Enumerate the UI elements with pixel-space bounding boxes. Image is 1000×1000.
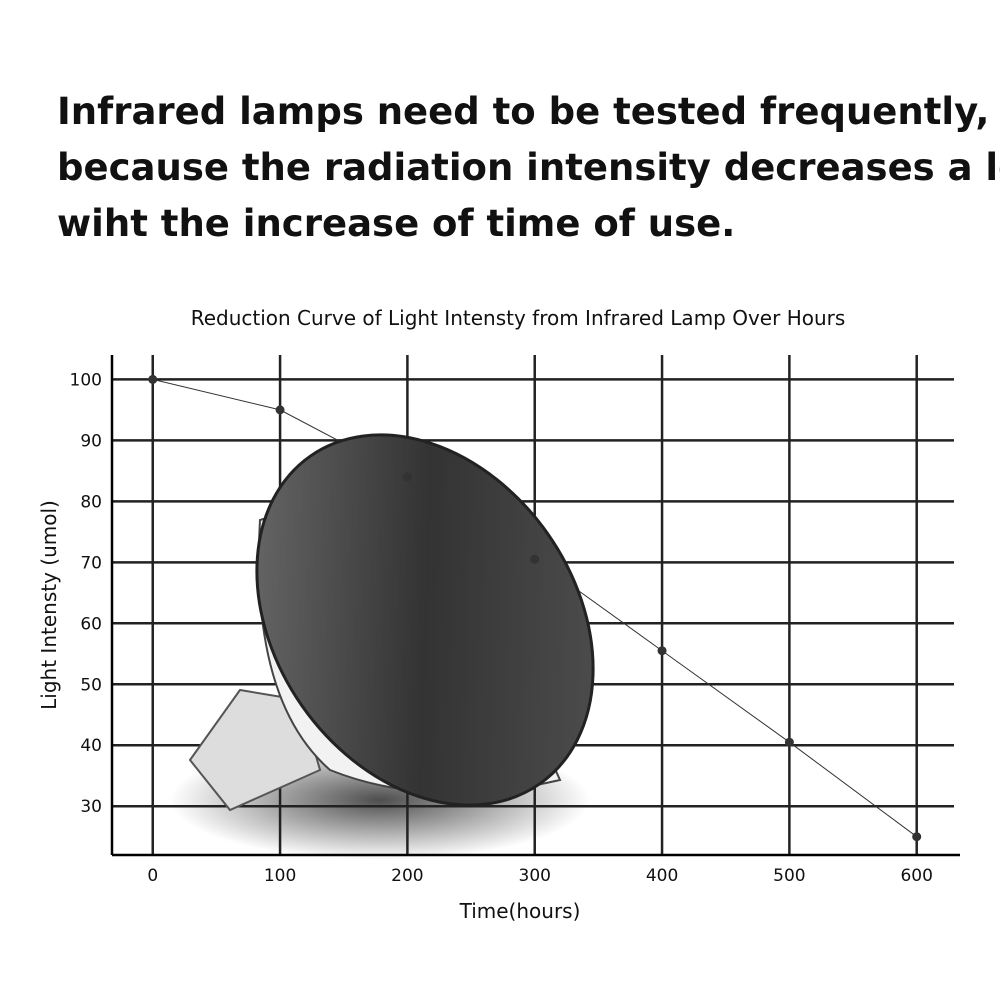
- data-point: [275, 405, 285, 415]
- y-tick-label: 90: [80, 431, 102, 451]
- x-tick-label: 600: [900, 866, 932, 886]
- data-point: [784, 737, 794, 747]
- heading-line: because the radiation intensity decrease…: [57, 146, 1000, 189]
- heading-line: wiht the increase of time of use.: [57, 202, 735, 245]
- x-axis-label: Time(hours): [459, 899, 581, 923]
- chart-title: Reduction Curve of Light Intensty from I…: [191, 306, 846, 330]
- lamp-illustration: [170, 433, 595, 860]
- data-point: [657, 646, 667, 656]
- y-tick-label: 80: [80, 492, 102, 512]
- x-tick-label: 100: [264, 866, 296, 886]
- x-tick-label: 400: [646, 866, 678, 886]
- y-tick-label: 60: [80, 614, 102, 634]
- data-point: [912, 832, 922, 842]
- markers: [148, 374, 922, 842]
- heading-line: Infrared lamps need to be tested frequen…: [57, 90, 989, 133]
- y-tick-label: 50: [80, 675, 102, 695]
- x-tick-label: 300: [519, 866, 551, 886]
- lamp-dome: [255, 433, 595, 807]
- y-tick-label: 70: [80, 553, 102, 573]
- y-tick-label: 30: [80, 797, 102, 817]
- x-tick-label: 500: [773, 866, 805, 886]
- y-axis-label: Light Intensty (umol): [37, 500, 61, 710]
- data-point: [530, 554, 540, 564]
- data-point: [148, 374, 158, 384]
- y-tick-label: 100: [70, 370, 102, 390]
- x-tick-label: 200: [391, 866, 423, 886]
- data-point: [402, 472, 412, 482]
- x-tick-label: 0: [147, 866, 158, 886]
- y-tick-label: 40: [80, 736, 102, 756]
